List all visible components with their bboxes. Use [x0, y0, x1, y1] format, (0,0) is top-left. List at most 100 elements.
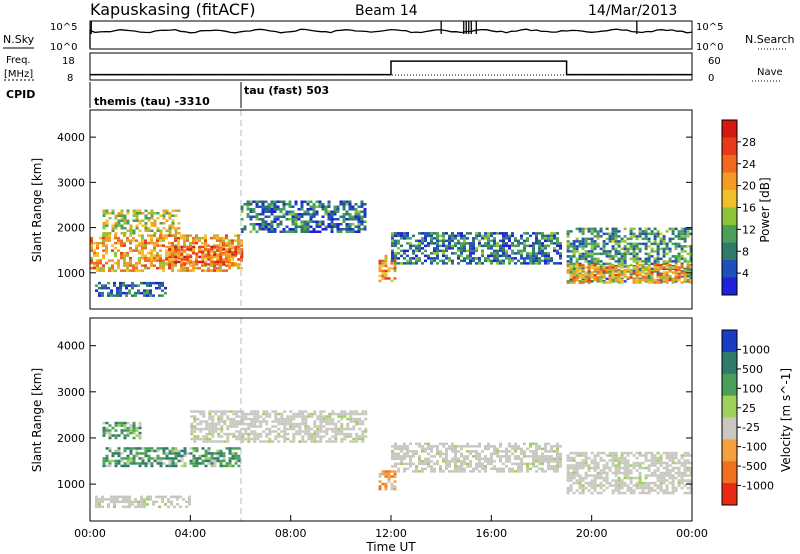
echo-cell	[635, 486, 639, 490]
echo-cell	[650, 273, 654, 277]
echo-cell	[333, 223, 337, 226]
echo-cell	[674, 268, 678, 272]
echo-cell	[351, 205, 355, 208]
nsearch-tick-top: 10^5	[696, 22, 723, 33]
echo-cell	[596, 476, 600, 480]
echo-cell	[427, 234, 430, 238]
echo-cell	[635, 263, 639, 267]
echo-cell	[475, 445, 478, 448]
echo-cell	[487, 442, 490, 446]
echo-cell	[164, 286, 167, 290]
echo-cell	[460, 470, 463, 473]
echo-cell	[436, 252, 439, 255]
echo-cell	[532, 247, 535, 250]
echo-cell	[105, 454, 109, 458]
echo-cell	[572, 240, 576, 243]
echo-cell	[309, 213, 313, 216]
echo-cell	[110, 294, 113, 297]
echo-cell	[553, 249, 556, 253]
echo-cell	[117, 239, 120, 242]
echo-cell	[629, 257, 633, 261]
echo-cell	[674, 257, 678, 261]
echo-cell	[334, 422, 338, 426]
echo-cell	[409, 450, 412, 453]
echo-cell	[90, 256, 93, 260]
echo-cell	[123, 457, 127, 460]
echo-cell	[270, 228, 274, 231]
echo-cell	[620, 456, 624, 460]
echo-cell	[108, 449, 112, 453]
echo-cell	[532, 257, 535, 260]
echo-cell	[228, 263, 232, 266]
echo-cell	[144, 264, 147, 267]
echo-cell	[532, 465, 535, 468]
echo-cell	[144, 209, 148, 212]
echo-cell	[129, 429, 133, 432]
echo-cell	[409, 257, 412, 260]
echo-cell	[250, 437, 254, 441]
echo-cell	[226, 425, 230, 428]
echo-cell	[202, 440, 206, 443]
echo-cell	[144, 246, 147, 250]
power-echoes	[90, 200, 693, 297]
echo-cell	[378, 269, 382, 273]
echo-cell	[161, 500, 164, 504]
echo-cell	[674, 242, 678, 246]
echo-cell	[330, 220, 334, 223]
echo-cell	[626, 469, 630, 472]
echo-cell	[123, 424, 127, 427]
echo-cell	[433, 232, 436, 235]
echo-cell	[611, 451, 615, 455]
echo-cell	[265, 435, 269, 438]
echo-cell	[336, 225, 340, 228]
echo-cell	[559, 452, 562, 456]
echo-cell	[113, 498, 116, 501]
echo-cell	[481, 465, 484, 468]
echo-cell	[424, 450, 427, 453]
echo-cell	[581, 230, 585, 233]
echo-cell	[220, 430, 224, 433]
echo-cell	[220, 412, 224, 416]
echo-cell	[213, 236, 216, 240]
echo-cell	[149, 284, 152, 287]
echo-cell	[596, 272, 600, 276]
echo-cell	[671, 267, 675, 271]
echo-cell	[384, 277, 388, 280]
echo-cell	[400, 234, 403, 238]
echo-cell	[321, 208, 325, 211]
echo-cell	[668, 451, 672, 455]
echo-cell	[192, 236, 195, 240]
echo-cell	[593, 476, 597, 480]
echo-cell	[211, 425, 215, 428]
echo-cell	[101, 498, 104, 501]
echo-cell	[448, 462, 451, 466]
echo-cell	[325, 420, 329, 423]
echo-cell	[671, 271, 675, 274]
echo-cell	[146, 495, 149, 499]
echo-cell	[253, 440, 257, 443]
echo-cell	[457, 467, 460, 471]
echo-cell	[330, 228, 334, 231]
echo-cell	[108, 212, 112, 215]
echo-cell	[108, 447, 112, 450]
echo-cell	[581, 476, 585, 480]
echo-cell	[484, 234, 487, 238]
echo-cell	[635, 255, 639, 258]
echo-cell	[674, 266, 678, 269]
echo-cell	[526, 239, 529, 243]
echo-cell	[638, 474, 642, 477]
echo-cell	[225, 250, 229, 254]
echo-cell	[114, 429, 118, 432]
echo-cell	[105, 244, 108, 247]
echo-cell	[584, 486, 588, 490]
echo-cell	[216, 452, 220, 455]
echo-cell	[415, 442, 418, 446]
echo-cell	[105, 459, 109, 463]
echo-cell	[134, 500, 137, 504]
echo-cell	[228, 447, 232, 450]
nsky-spikes	[90, 21, 638, 34]
echo-cell	[544, 259, 547, 263]
echo-cell	[156, 266, 159, 270]
echo-cell	[454, 450, 457, 453]
echo-cell	[283, 440, 287, 443]
